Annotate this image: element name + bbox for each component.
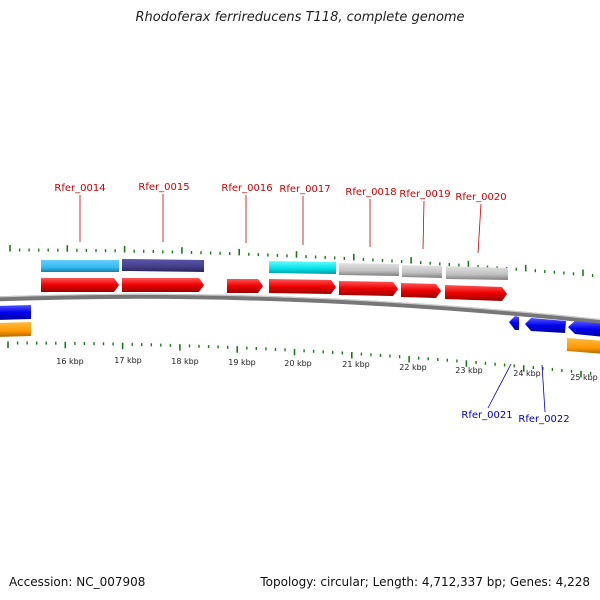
gene-label-rfer-0020[interactable]: Rfer_0020: [455, 192, 506, 203]
cog-block-rfer-0018: [339, 263, 399, 276]
kbp-label: 18 kbp: [171, 357, 199, 366]
cds-rfer-0022[interactable]: [568, 321, 600, 337]
gene-label-rfer-0015[interactable]: Rfer_0015: [138, 182, 189, 193]
cds-small-reverse[interactable]: [509, 316, 519, 330]
cds-partial-left-reverse[interactable]: [0, 305, 31, 320]
kbp-label: 16 kbp: [56, 357, 84, 366]
cds-rfer-0014[interactable]: [41, 278, 119, 292]
connector-rfer-0020: [477, 203, 482, 254]
genome-backbone-highlight: [0, 293, 600, 321]
cog-block-rfer-0017: [269, 261, 336, 274]
lower-tick-row: [7, 341, 592, 378]
cog-track-forward: [41, 259, 508, 280]
map-title: Rhodoferax ferrireducens T118, complete …: [135, 10, 465, 25]
kbp-label: 24 kbp: [513, 369, 541, 378]
cds-rfer-0021[interactable]: [525, 318, 566, 333]
kbp-label: 23 kbp: [455, 366, 483, 375]
cds-rfer-0015[interactable]: [122, 278, 204, 292]
gene-label-rfer-0017[interactable]: Rfer_0017: [279, 184, 330, 195]
gene-label-rfer-0014[interactable]: Rfer_0014: [54, 183, 105, 194]
cds-rfer-0020[interactable]: [445, 285, 507, 301]
upper-tick-row: [9, 245, 594, 277]
kbp-label: 20 kbp: [284, 359, 312, 368]
cog-block-rfer-0020: [446, 266, 508, 280]
cds-rfer-0017[interactable]: [269, 279, 336, 294]
connector-rfer-0019: [422, 200, 425, 250]
connector-rfer-0021: [487, 363, 512, 409]
label-connectors-forward: [79, 194, 482, 254]
label-connectors-reverse: [487, 363, 546, 413]
cog-block-partial-right: [567, 338, 600, 354]
cog-block-partial-left: [0, 322, 31, 337]
cog-block-rfer-0014: [41, 260, 119, 272]
gene-label-rfer-0022[interactable]: Rfer_0022: [518, 414, 569, 425]
topology-label: Topology: circular; Length: 4,712,337 bp…: [260, 575, 590, 589]
gene-label-rfer-0016[interactable]: Rfer_0016: [221, 183, 272, 194]
kbp-axis-labels: 16 kbp 17 kbp 18 kbp 19 kbp 20 kbp 21 kbp 22 k…: [56, 356, 598, 382]
cds-rfer-0019[interactable]: [401, 283, 441, 298]
kbp-label: 21 kbp: [342, 360, 370, 369]
accession-label: Accession: NC_007908: [9, 575, 146, 589]
cog-block-rfer-0015: [122, 259, 204, 272]
cds-rfer-0018[interactable]: [339, 281, 398, 296]
kbp-label: 22 kbp: [399, 363, 427, 372]
kbp-label: 19 kbp: [228, 358, 256, 367]
gene-label-rfer-0021[interactable]: Rfer_0021: [461, 410, 512, 421]
genome-backbone: [0, 293, 600, 325]
gene-label-rfer-0019[interactable]: Rfer_0019: [399, 189, 450, 200]
cds-track-forward: [41, 278, 507, 301]
gene-label-rfer-0018[interactable]: Rfer_0018: [345, 187, 396, 198]
cog-block-rfer-0019: [402, 265, 442, 278]
kbp-label: 25 kbp: [570, 373, 598, 382]
cds-rfer-0016[interactable]: [227, 279, 263, 293]
kbp-label: 17 kbp: [114, 356, 142, 365]
cds-track-reverse: [509, 316, 600, 354]
connector-rfer-0022: [541, 364, 546, 413]
